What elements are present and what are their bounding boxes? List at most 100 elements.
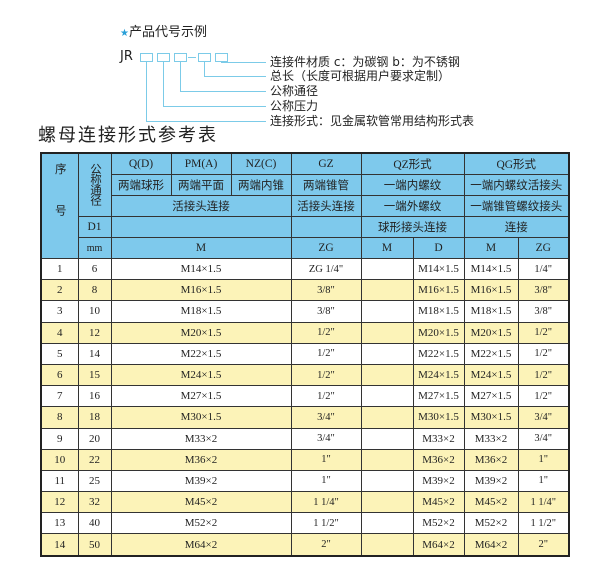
cell-no: 8 bbox=[40, 406, 79, 429]
cell-dn: 12 bbox=[77, 321, 112, 344]
cell-dn: 25 bbox=[77, 469, 112, 493]
cell-qz-d: M27×1.5 bbox=[412, 385, 465, 408]
product-code-legend: ★产品代号示例 JR 连接件材质 c：为碳钢 b：为不锈钢 总长（长度可根据用户… bbox=[0, 0, 600, 140]
cell-m: M30×1.5 bbox=[110, 406, 292, 429]
legend-desc: 连接件材质 c：为碳钢 b：为不锈钢 bbox=[270, 55, 460, 69]
cell-m: M45×2 bbox=[110, 491, 292, 514]
cell-m: M18×1.5 bbox=[110, 300, 292, 323]
table-row: 1 6 M14×1.5 ZG 1/4" M14×1.5 M14×1.5 1/4" bbox=[40, 257, 570, 281]
header-qz-desc3: 球形接头连接 bbox=[360, 216, 465, 238]
header-gz-desc: 两端锥管 bbox=[290, 174, 362, 196]
cell-qg-m: M36×2 bbox=[463, 448, 519, 471]
header-qg-m: M bbox=[463, 237, 519, 259]
cell-gz: 3/4" bbox=[290, 427, 362, 450]
header-qg: QG形式 bbox=[463, 152, 570, 175]
header-nz: NZ(C) bbox=[230, 152, 292, 175]
cell-gz: 1" bbox=[290, 469, 362, 493]
cell-qz-d: M45×2 bbox=[412, 491, 465, 514]
header-mm: mm bbox=[77, 237, 112, 259]
cell-qz-d: M14×1.5 bbox=[412, 257, 465, 281]
table-row: 14 50 M64×2 2" M64×2 M64×2 2" bbox=[40, 533, 570, 557]
cell-no: 4 bbox=[40, 321, 79, 344]
cell-no: 11 bbox=[40, 469, 79, 493]
cell-m: M52×2 bbox=[110, 512, 292, 535]
cell-qg-m: M24×1.5 bbox=[463, 363, 519, 387]
cell-qz-m bbox=[360, 257, 414, 281]
header-empty bbox=[290, 216, 362, 238]
header-nominal-text: 公称通径 bbox=[89, 162, 101, 205]
cell-gz: 1 1/4" bbox=[290, 491, 362, 514]
header-q: Q(D) bbox=[110, 152, 172, 175]
cell-m: M64×2 bbox=[110, 533, 292, 557]
header-union: 活接头连接 bbox=[110, 195, 292, 217]
cell-no: 2 bbox=[40, 279, 79, 302]
cell-qz-m bbox=[360, 448, 414, 471]
cell-dn: 32 bbox=[77, 491, 112, 514]
cell-no: 3 bbox=[40, 300, 79, 323]
header-qz-d: D bbox=[412, 237, 465, 259]
connector bbox=[221, 62, 266, 63]
connector bbox=[204, 76, 266, 77]
connector bbox=[163, 106, 266, 107]
cell-qz-m bbox=[360, 533, 414, 557]
cell-qg-m: M39×2 bbox=[463, 469, 519, 493]
cell-qz-m bbox=[360, 321, 414, 344]
cell-no: 10 bbox=[40, 448, 79, 471]
cell-qg-m: M27×1.5 bbox=[463, 385, 519, 408]
cell-qz-d: M16×1.5 bbox=[412, 279, 465, 302]
cell-qz-m bbox=[360, 385, 414, 408]
table-row: 13 40 M52×2 1 1/2" M52×2 M52×2 1 1/2" bbox=[40, 512, 570, 535]
cell-m: M14×1.5 bbox=[110, 257, 292, 281]
header-qg-zg: ZG bbox=[517, 237, 570, 259]
connector bbox=[146, 62, 147, 121]
cell-qg-zg: 3/8" bbox=[517, 300, 570, 323]
cell-qg-zg: 3/8" bbox=[517, 279, 570, 302]
header-qz-desc1: 一端内螺纹 bbox=[360, 174, 465, 196]
legend-desc: 公称压力 bbox=[270, 99, 319, 113]
cell-gz: 2" bbox=[290, 533, 362, 557]
cell-gz: 1/2" bbox=[290, 385, 362, 408]
cell-qz-d: M39×2 bbox=[412, 469, 465, 493]
cell-no: 12 bbox=[40, 491, 79, 514]
header-m: M bbox=[110, 237, 292, 259]
cell-qg-m: M52×2 bbox=[463, 512, 519, 535]
cell-qg-zg: 1" bbox=[517, 469, 570, 493]
header-q-desc: 两端球形 bbox=[110, 174, 172, 196]
cell-qz-d: M36×2 bbox=[412, 448, 465, 471]
header-qg-desc1: 一端内螺纹活接头 bbox=[463, 174, 570, 196]
table-row: 7 16 M27×1.5 1/2" M27×1.5 M27×1.5 1/2" bbox=[40, 385, 570, 408]
cell-qg-zg: 1/2" bbox=[517, 342, 570, 365]
header-gz: GZ bbox=[290, 152, 362, 175]
cell-qg-zg: 1 1/4" bbox=[517, 491, 570, 514]
cell-dn: 18 bbox=[77, 406, 112, 429]
cell-no: 7 bbox=[40, 385, 79, 408]
cell-qg-m: M18×1.5 bbox=[463, 300, 519, 323]
cell-qz-d: M24×1.5 bbox=[412, 363, 465, 387]
cell-gz: 1 1/2" bbox=[290, 512, 362, 535]
code-box bbox=[215, 53, 228, 62]
cell-dn: 8 bbox=[77, 279, 112, 302]
cell-m: M39×2 bbox=[110, 469, 292, 493]
header-pm-desc: 两端平面 bbox=[170, 174, 232, 196]
cell-gz: ZG 1/4" bbox=[290, 257, 362, 281]
header-seq: 序号 bbox=[40, 152, 79, 259]
header-d1: D1 bbox=[77, 216, 112, 238]
header-nz-desc: 两端内锥 bbox=[230, 174, 292, 196]
cell-qz-m bbox=[360, 469, 414, 493]
cell-qz-m bbox=[360, 300, 414, 323]
header-nominal: 公称通径 bbox=[77, 152, 112, 217]
connector bbox=[204, 62, 205, 76]
cell-gz: 1/2" bbox=[290, 342, 362, 365]
cell-dn: 50 bbox=[77, 533, 112, 557]
table-body: 1 6 M14×1.5 ZG 1/4" M14×1.5 M14×1.5 1/4" 2 8 M16×… bbox=[40, 257, 570, 557]
cell-qz-m bbox=[360, 279, 414, 302]
table-row: 6 15 M24×1.5 1/2" M24×1.5 M24×1.5 1/2" bbox=[40, 363, 570, 387]
cell-dn: 6 bbox=[77, 257, 112, 281]
table-row: 11 25 M39×2 1" M39×2 M39×2 1" bbox=[40, 469, 570, 493]
header-empty bbox=[110, 216, 292, 238]
cell-dn: 40 bbox=[77, 512, 112, 535]
cell-gz: 3/4" bbox=[290, 406, 362, 429]
table-row: 5 14 M22×1.5 1/2" M22×1.5 M22×1.5 1/2" bbox=[40, 342, 570, 365]
cell-m: M16×1.5 bbox=[110, 279, 292, 302]
table-row: 3 10 M18×1.5 3/8" M18×1.5 M18×1.5 3/8" bbox=[40, 300, 570, 323]
